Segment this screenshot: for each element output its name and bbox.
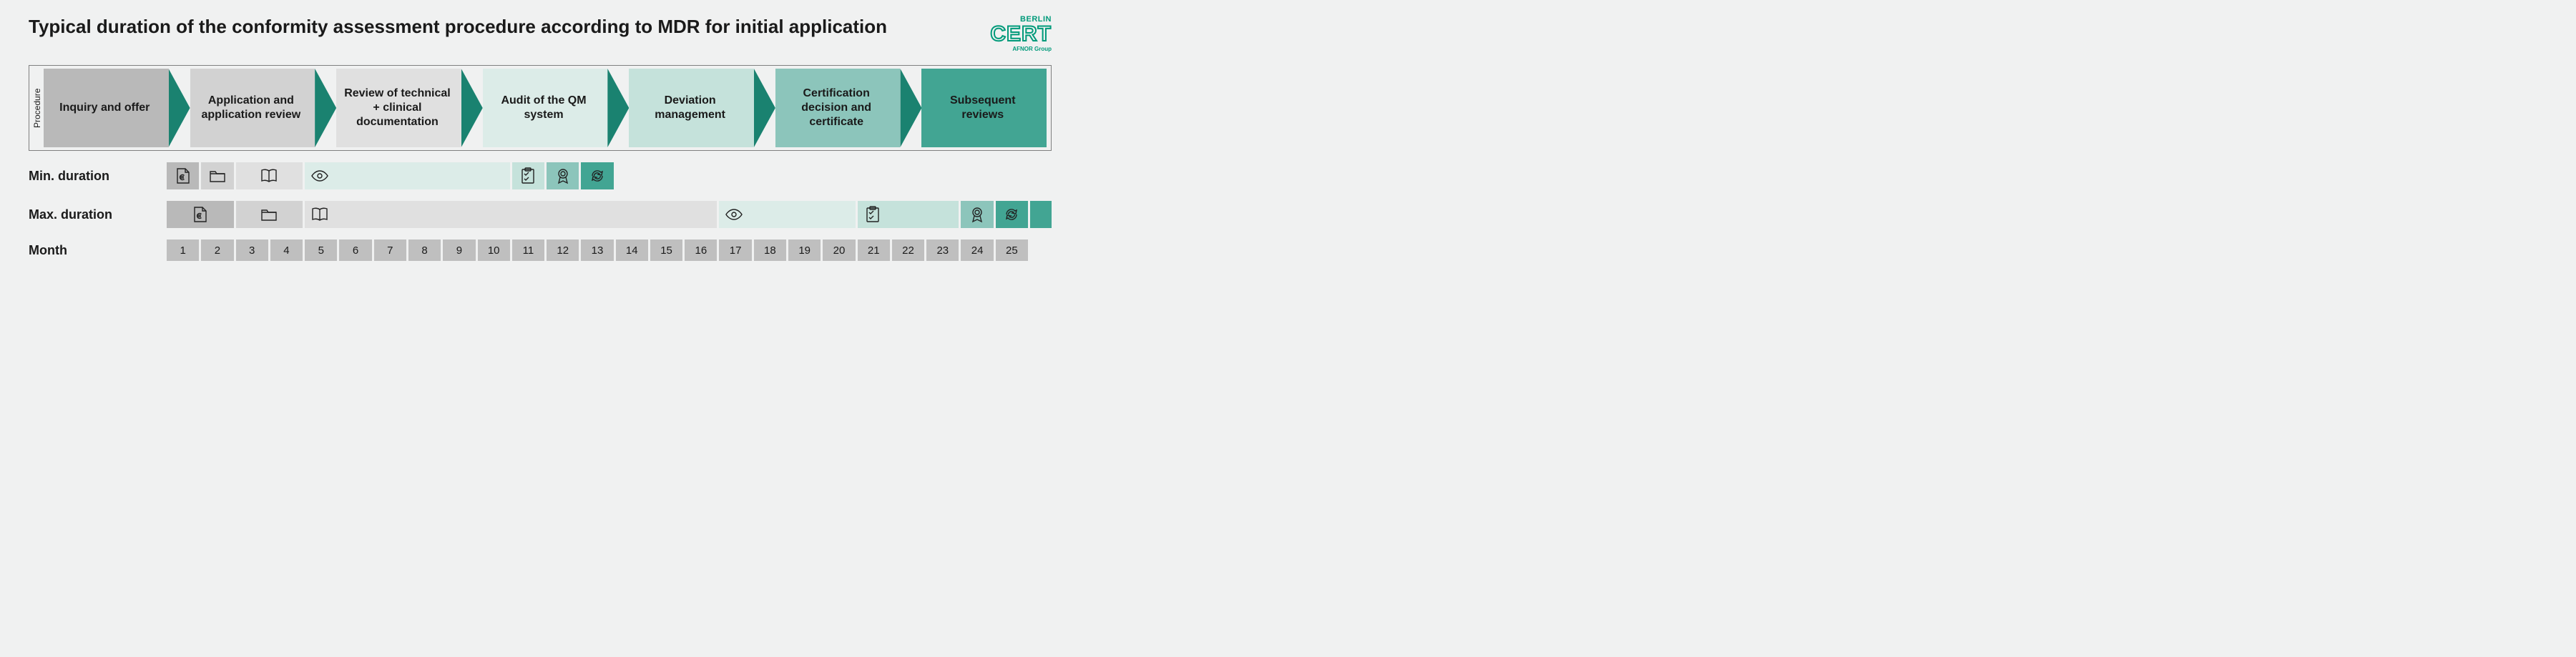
month-cell: 5 <box>305 239 337 261</box>
month-cell: 3 <box>236 239 268 261</box>
clipboard-icon <box>863 205 882 224</box>
month-cell: 4 <box>270 239 303 261</box>
folder-icon <box>260 205 278 224</box>
procedure-step: Audit of the QM system <box>483 69 608 147</box>
month-cell: 1 <box>167 239 199 261</box>
procedure-steps: Inquiry and offer Application and applica… <box>44 69 1047 147</box>
month-cell: 24 <box>961 239 993 261</box>
procedure-step-label: Application and application review <box>196 94 307 122</box>
header: Typical duration of the conformity asses… <box>29 16 1052 52</box>
chevron-right-icon <box>315 69 336 147</box>
procedure-step-label: Audit of the QM system <box>489 94 599 122</box>
month-row: Month 1234567891011121314151617181920212… <box>29 239 1052 261</box>
procedure-axis-label: Procedure <box>31 69 44 147</box>
chevron-right-icon <box>169 69 190 147</box>
eye-icon <box>310 167 329 185</box>
month-cell: 2 <box>201 239 233 261</box>
cycle-icon <box>1002 205 1021 224</box>
chevron-right-icon <box>607 69 629 147</box>
month-cell: 17 <box>719 239 751 261</box>
duration-segment <box>305 162 510 189</box>
duration-segment <box>719 201 855 228</box>
month-cell: 23 <box>926 239 959 261</box>
min-duration-label: Min. duration <box>29 169 165 184</box>
procedure-row: Procedure Inquiry and offer Application a… <box>29 65 1052 151</box>
folder-icon <box>208 167 227 185</box>
procedure-step: Inquiry and offer <box>44 69 169 147</box>
book-icon <box>260 167 278 185</box>
duration-segment <box>305 201 717 228</box>
eye-icon <box>725 205 743 224</box>
procedure-step-label: Subsequent reviews <box>927 94 1038 122</box>
duration-segment <box>167 201 234 228</box>
duration-segment <box>236 201 303 228</box>
month-cell: 11 <box>512 239 544 261</box>
month-cell: 16 <box>685 239 717 261</box>
duration-segment <box>167 162 199 189</box>
duration-tail <box>1030 201 1052 228</box>
procedure-step: Review of technical + clinical documenta… <box>336 69 461 147</box>
month-cell: 18 <box>754 239 786 261</box>
month-cell: 6 <box>339 239 371 261</box>
month-cell: 7 <box>374 239 406 261</box>
book-icon <box>310 205 329 224</box>
cycle-icon <box>588 167 607 185</box>
procedure-step-label: Certification decision and certificate <box>781 87 892 129</box>
month-cell: 25 <box>996 239 1028 261</box>
procedure-step: Subsequent reviews <box>921 69 1047 147</box>
month-cell: 9 <box>443 239 475 261</box>
euro-doc-icon <box>174 167 192 185</box>
procedure-step-label: Review of technical + clinical documenta… <box>342 87 453 129</box>
month-cell: 12 <box>547 239 579 261</box>
page-title: Typical duration of the conformity asses… <box>29 16 887 38</box>
chevron-right-icon <box>461 69 483 147</box>
chevron-right-icon <box>754 69 775 147</box>
month-cell: 19 <box>788 239 821 261</box>
duration-segment <box>996 201 1028 228</box>
badge-icon <box>968 205 986 224</box>
month-axis-label: Month <box>29 243 165 258</box>
month-cell: 20 <box>823 239 855 261</box>
month-cell: 15 <box>650 239 682 261</box>
brand-logo: BERLIN CERT AFNOR Group <box>990 16 1052 52</box>
procedure-step: Certification decision and certificate <box>775 69 901 147</box>
duration-segment <box>236 162 303 189</box>
procedure-step: Deviation management <box>629 69 754 147</box>
duration-segment <box>858 201 959 228</box>
logo-cert: CERT <box>990 24 1052 45</box>
logo-afnor: AFNOR Group <box>990 46 1052 52</box>
month-cell: 8 <box>408 239 441 261</box>
month-cell: 13 <box>581 239 613 261</box>
duration-segment <box>961 201 993 228</box>
page: Typical duration of the conformity asses… <box>0 0 1073 280</box>
chevron-right-icon <box>900 69 921 147</box>
min-duration-row: Min. duration <box>29 162 1052 189</box>
duration-segment <box>547 162 579 189</box>
duration-segment <box>581 162 613 189</box>
duration-segment <box>201 162 233 189</box>
month-cell: 22 <box>892 239 924 261</box>
month-cell: 21 <box>858 239 890 261</box>
month-cell: 14 <box>616 239 648 261</box>
duration-segment <box>512 162 544 189</box>
badge-icon <box>554 167 572 185</box>
procedure-step: Application and application review <box>190 69 315 147</box>
procedure-step-label: Inquiry and offer <box>59 101 150 115</box>
month-cell: 10 <box>478 239 510 261</box>
clipboard-icon <box>519 167 537 185</box>
procedure-step-label: Deviation management <box>635 94 745 122</box>
euro-doc-icon <box>191 205 210 224</box>
max-duration-row: Max. duration <box>29 201 1052 228</box>
max-duration-label: Max. duration <box>29 207 165 222</box>
